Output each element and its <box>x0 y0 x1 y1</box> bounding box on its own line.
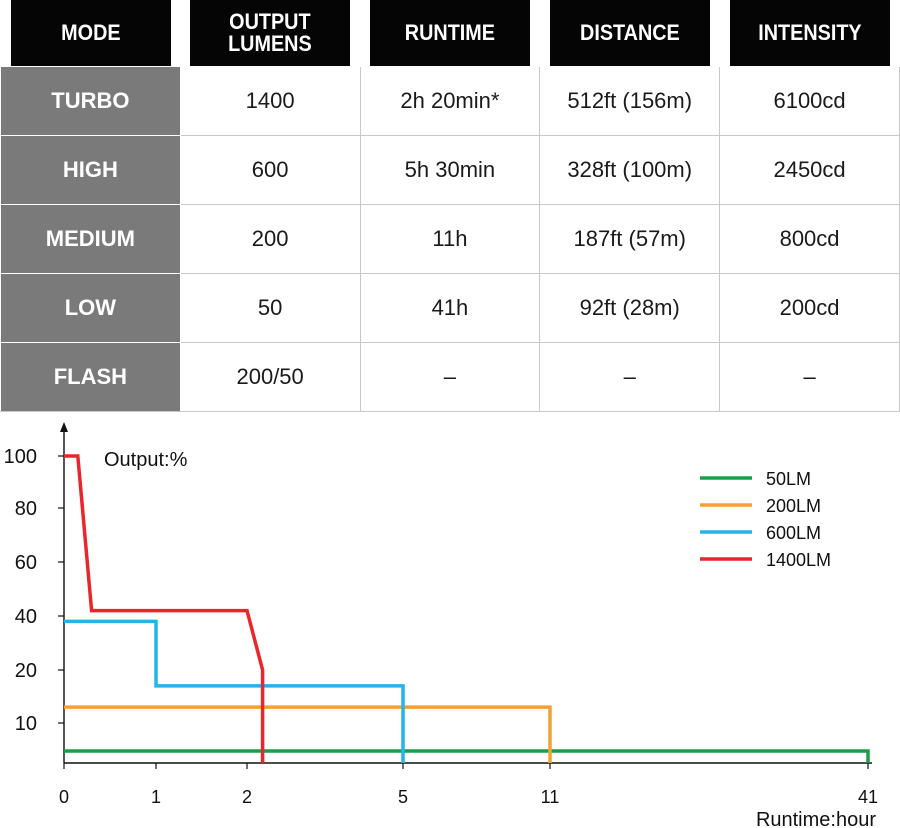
distance-cell: 328ft (100m) <box>539 135 721 205</box>
intensity-cell: 6100cd <box>719 66 900 136</box>
legend-label-200lm: 200LM <box>766 496 821 516</box>
distance-cell: 187ft (57m) <box>539 204 721 274</box>
y-tick-label: 100 <box>4 446 37 468</box>
y-tick-label: 60 <box>15 552 37 574</box>
y-tick-label: 20 <box>15 660 37 682</box>
y-tick-label: 80 <box>15 498 37 520</box>
legend-label-50lm: 50LM <box>766 469 811 489</box>
series-line-50lm <box>64 749 870 763</box>
distance-cell: 92ft (28m) <box>539 273 721 343</box>
intensity-cell: 800cd <box>719 204 900 274</box>
runtime-cell: 11h <box>359 204 541 274</box>
lumens-cell: 1400 <box>179 66 361 136</box>
mode-cell: MEDIUM <box>0 204 181 274</box>
y-axis-title: Output:% <box>104 449 188 471</box>
legend-label-600lm: 600LM <box>766 523 821 543</box>
mode-cell: LOW <box>0 273 181 343</box>
runtime-chart: 10 20 40 60 80 100 0 1 2 5 11 41 Output:% Runtime:hou… <box>4 422 878 828</box>
mode-cell: FLASH <box>0 342 181 412</box>
mode-cell: HIGH <box>0 135 181 205</box>
table-row: LOW 50 41h 92ft (28m) 200cd <box>0 273 900 343</box>
header-intensity: INTENSITY <box>728 0 891 67</box>
header-distance: DISTANCE <box>548 0 712 67</box>
lumens-cell: 200 <box>179 204 361 274</box>
x-tick-label: 2 <box>242 787 252 807</box>
series-line-1400lm <box>64 454 265 763</box>
intensity-cell: 2450cd <box>719 135 900 205</box>
header-output-lumens: OUTPUT LUMENS <box>188 0 352 67</box>
legend-label-1400lm: 1400LM <box>766 550 831 570</box>
runtime-cell: – <box>359 342 541 412</box>
table-row: HIGH 600 5h 30min 328ft (100m) 2450cd <box>0 135 900 205</box>
x-axis-title: Runtime:hour <box>756 809 876 828</box>
runtime-cell: 5h 30min <box>359 135 541 205</box>
x-tick-label: 5 <box>398 787 408 807</box>
mode-cell: TURBO <box>0 66 181 136</box>
distance-cell: 512ft (156m) <box>539 66 721 136</box>
table-row: FLASH 200/50 – – – <box>0 342 900 412</box>
distance-cell: – <box>539 342 721 412</box>
lumens-cell: 50 <box>179 273 361 343</box>
lumens-cell: 600 <box>179 135 361 205</box>
x-tick-label: 41 <box>858 787 878 807</box>
intensity-cell: 200cd <box>719 273 900 343</box>
runtime-cell: 2h 20min* <box>359 66 541 136</box>
series-line-600lm <box>64 619 405 763</box>
y-tick-label: 40 <box>15 606 37 628</box>
x-tick-label: 1 <box>151 787 161 807</box>
table-header-row: MODE OUTPUT LUMENS RUNTIME DISTANCE INTE… <box>1 0 900 67</box>
intensity-cell: – <box>719 342 900 412</box>
x-tick-label: 11 <box>541 787 560 807</box>
spec-table: MODE OUTPUT LUMENS RUNTIME DISTANCE INTE… <box>0 0 900 412</box>
y-tick-label: 10 <box>15 713 37 735</box>
table-row: MEDIUM 200 11h 187ft (57m) 800cd <box>0 204 900 274</box>
header-runtime: RUNTIME <box>368 0 532 67</box>
table-row: TURBO 1400 2h 20min* 512ft (156m) 6100cd <box>0 66 900 136</box>
runtime-cell: 41h <box>359 273 541 343</box>
series-line-200lm <box>64 705 552 763</box>
y-axis-arrow <box>60 422 68 432</box>
lumens-cell: 200/50 <box>179 342 361 412</box>
x-tick-label: 0 <box>59 787 69 807</box>
header-mode: MODE <box>9 0 172 67</box>
